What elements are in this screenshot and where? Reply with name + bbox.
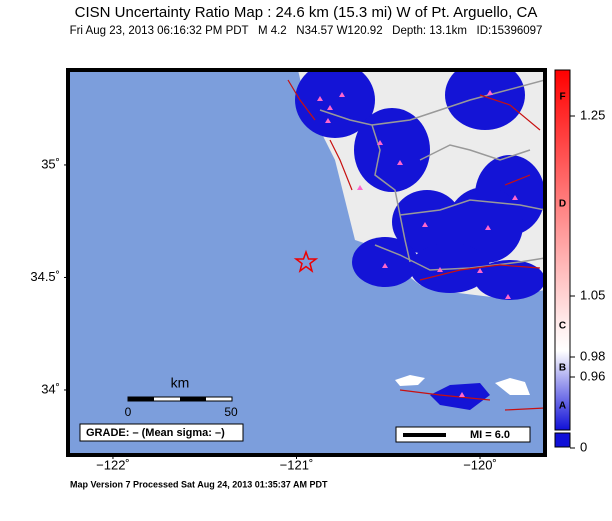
island [495,378,530,395]
x-tick-label: −120˚ [463,457,497,472]
stations [317,90,518,397]
scale-unit: km [171,375,190,391]
colorbar-zero [554,432,571,448]
scale-seg [180,397,206,401]
colorbar-letter: D [559,199,566,210]
colorbar-label: 0.96 [580,368,605,383]
y-tick-label: 34.5˚ [30,269,60,284]
faults [287,79,545,411]
scale-bar: km 0 50 [125,375,238,419]
epicenter [293,249,319,273]
uncertainty-blobs [295,70,545,300]
scale-label: 50 [224,405,238,419]
colorbar-letter: C [559,321,566,332]
mi-box [395,426,531,443]
colorbar-letter: B [559,363,566,374]
map-area [68,70,545,455]
colorbar-letter: A [559,401,566,412]
y-tick-label: 35˚ [41,156,60,171]
scale-seg [128,397,154,401]
footer: Map Version 7 Processed Sat Aug 24, 2013… [70,479,328,489]
colorbar-letter: F [559,92,565,103]
mi-label: MI = 6.0 [470,429,510,441]
colorbar-label: 0.98 [580,348,605,363]
x-tick-label: −122˚ [96,457,130,472]
colorbar-label: 1.25 [580,107,605,122]
x-tick-label: −121˚ [280,457,314,472]
y-tick-label: 34˚ [41,381,60,396]
colorbar [554,69,571,431]
colorbar-label: 1.05 [580,287,605,302]
map-frame [66,68,547,457]
grade: GRADE: – (Mean sigma: –) [86,427,225,439]
scale-label: 0 [125,405,132,419]
grade-box [79,423,244,442]
colorbar-label: 0 [580,439,587,454]
roads [319,79,545,271]
subtitle: Fri Aug 23, 2013 06:16:32 PM PDT M 4.2 N… [70,25,543,37]
title: CISN Uncertainty Ratio Map : 24.6 km (15… [75,4,538,21]
island [395,375,425,386]
